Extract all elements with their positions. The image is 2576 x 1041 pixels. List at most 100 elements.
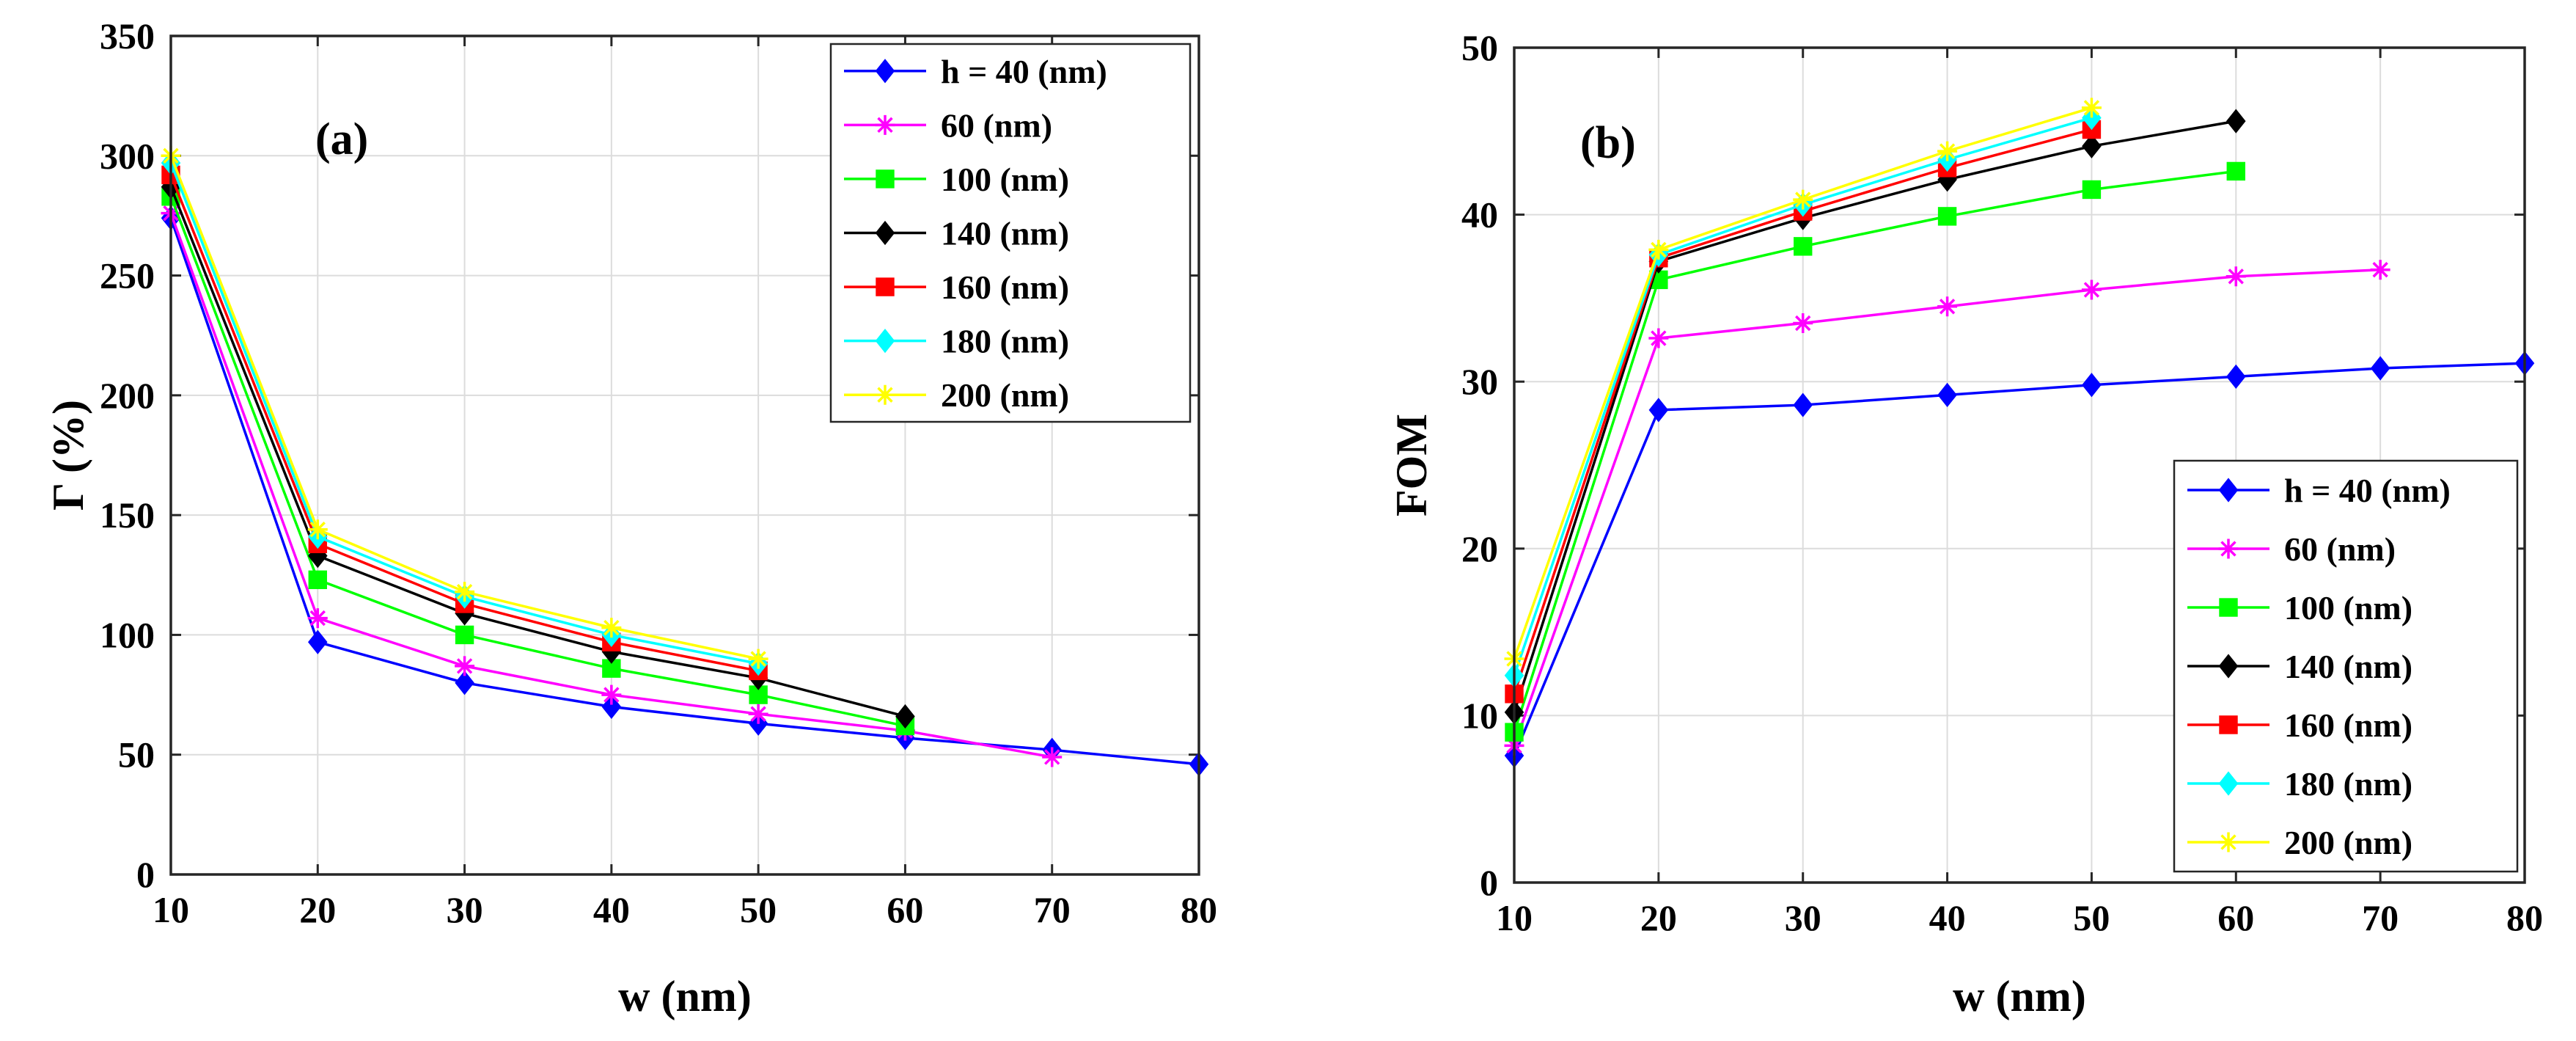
legend-label: 100 (nm)	[941, 161, 1069, 198]
x-tick-label: 80	[1181, 889, 1217, 930]
legend-item: h = 40 (nm)	[844, 53, 1107, 90]
x-tick-label: 10	[1496, 897, 1533, 938]
y-tick-label: 300	[100, 135, 155, 176]
data-point	[2226, 364, 2246, 389]
legend-marker	[875, 114, 895, 135]
data-point	[748, 704, 768, 724]
legend-marker	[876, 277, 895, 296]
legend-marker	[875, 384, 895, 405]
x-tick-label: 60	[887, 889, 923, 930]
x-tick-label: 80	[2506, 897, 2543, 938]
data-point	[2081, 280, 2102, 300]
x-tick-label: 20	[1640, 897, 1677, 938]
x-tick-label: 30	[1785, 897, 1821, 938]
data-point	[2370, 356, 2390, 381]
legend-item: 160 (nm)	[844, 269, 1069, 306]
y-tick-label: 40	[1461, 194, 1498, 235]
y-tick-label: 10	[1461, 695, 1498, 736]
legend-marker	[876, 169, 895, 189]
legend-label: 140 (nm)	[2284, 648, 2412, 685]
legend-label: 140 (nm)	[941, 215, 1069, 252]
legend-item: 180 (nm)	[844, 323, 1069, 360]
data-point	[2226, 109, 2246, 134]
legend-item: 140 (nm)	[2187, 648, 2412, 685]
data-point	[308, 570, 327, 590]
legend-item: 60 (nm)	[2187, 530, 2396, 568]
x-axis-label: w (nm)	[618, 972, 752, 1020]
legend-marker	[2218, 654, 2239, 679]
series-line	[169, 196, 906, 728]
legend-marker	[2218, 538, 2239, 559]
data-point	[2370, 260, 2390, 280]
data-point	[2081, 98, 2102, 118]
axes-frame	[1513, 46, 2526, 884]
legend: h = 40 (nm) 60 (nm) 100 (nm) 140 (nm) 160 (n…	[829, 43, 1192, 423]
legend-marker	[2219, 598, 2238, 617]
chart-panel-1: 10 20 30 40 50 60 70 80 0 50 100 150 200 250 300 350 w (…	[44, 15, 1217, 1020]
data-point	[455, 582, 475, 602]
legend: h = 40 (nm) 60 (nm) 100 (nm) 140 (nm) 160 (n…	[2173, 459, 2519, 873]
data-point	[2225, 266, 2246, 287]
data-point	[1937, 382, 1957, 408]
legend-marker	[875, 329, 895, 354]
legend-label: 100 (nm)	[2284, 589, 2412, 627]
series-3	[1505, 161, 2245, 742]
x-axis-label: w (nm)	[1953, 972, 2086, 1020]
data-point	[1793, 189, 1813, 210]
legend-label: 160 (nm)	[2284, 706, 2412, 744]
y-tick-label: 50	[1461, 27, 1498, 68]
data-point	[455, 625, 474, 645]
y-tick-label: 20	[1461, 528, 1498, 569]
series-7	[1504, 98, 2102, 669]
data-point	[1648, 328, 1669, 348]
y-axis-label: Γ (%)	[44, 400, 92, 511]
x-tick-label: 30	[447, 889, 483, 930]
data-point	[1937, 141, 1958, 161]
data-point	[2082, 134, 2102, 158]
data-point	[1793, 313, 1813, 334]
data-point	[1042, 747, 1063, 767]
series-line	[1513, 120, 2236, 713]
legend-marker	[875, 59, 895, 84]
legend-marker	[2218, 478, 2239, 503]
series-2	[1504, 260, 2390, 756]
legend-marker	[2218, 771, 2239, 796]
series-1	[1504, 351, 2535, 768]
legend-label: 200 (nm)	[2284, 824, 2412, 861]
legend-label: 160 (nm)	[941, 269, 1069, 306]
data-point	[748, 649, 768, 669]
data-point	[895, 704, 915, 729]
y-tick-label: 250	[100, 255, 155, 296]
legend-item: 200 (nm)	[2187, 824, 2412, 861]
data-point	[1794, 237, 1813, 256]
legend-label: h = 40 (nm)	[2284, 472, 2451, 509]
x-tick-label: 60	[2217, 897, 2254, 938]
series-line	[1513, 169, 2236, 733]
legend-marker	[875, 220, 895, 246]
panel-label: (b)	[1580, 118, 1636, 168]
x-tick-label: 40	[1929, 897, 1966, 938]
legend-marker	[2219, 715, 2238, 734]
panel-label: (a)	[315, 114, 368, 164]
data-point	[1648, 398, 1669, 423]
y-tick-label: 100	[100, 614, 155, 655]
y-tick-label: 350	[100, 15, 155, 56]
data-point	[601, 618, 622, 638]
data-point	[2226, 161, 2245, 181]
data-point	[307, 519, 328, 540]
x-tick-label: 20	[299, 889, 336, 930]
data-point	[1937, 296, 1958, 317]
legend-label: 60 (nm)	[941, 106, 1052, 144]
y-tick-label: 30	[1461, 361, 1498, 402]
data-point	[455, 656, 475, 676]
legend-label: 200 (nm)	[941, 376, 1069, 414]
y-tick-label: 50	[118, 734, 155, 775]
x-tick-label: 10	[153, 889, 189, 930]
data-point	[601, 694, 622, 720]
x-tick-label: 70	[1034, 889, 1071, 930]
legend-item: 60 (nm)	[844, 106, 1052, 144]
axes-frame	[169, 34, 1200, 876]
y-tick-label: 0	[1480, 862, 1498, 903]
